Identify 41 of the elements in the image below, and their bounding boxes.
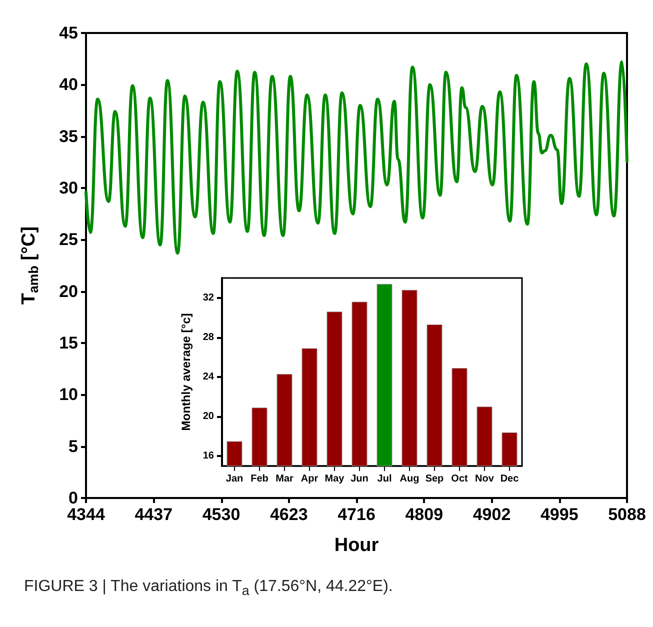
- y-tick-label: 28: [202, 332, 214, 343]
- y-tick-label: 45: [59, 24, 78, 42]
- x-tick-label: Nov: [475, 474, 494, 484]
- x-tick-label: 4716: [338, 505, 376, 524]
- x-tick-label: 4437: [134, 505, 173, 524]
- y-axis-title: Monthly average [°c]: [178, 313, 193, 431]
- x-tick-label: Jul: [377, 474, 392, 484]
- x-tick-label: Dec: [500, 474, 520, 484]
- y-tick-label: 20: [59, 282, 78, 301]
- x-tick-label: Jun: [350, 474, 368, 484]
- y-tick-label: 10: [59, 385, 78, 404]
- x-tick-label: 4995: [540, 505, 578, 524]
- y-tick-label: 40: [59, 75, 78, 94]
- y-tick-label: 15: [59, 334, 78, 352]
- y-tick-label: 30: [59, 178, 78, 198]
- x-tick-label: 4530: [202, 505, 240, 524]
- caption: FIGURE 3 | The variations in T$_{a}$ (17.56°N, 44.22°E).: [24, 578, 393, 598]
- y-tick-label: 20: [202, 411, 214, 422]
- x-tick-label: Oct: [451, 474, 469, 484]
- x-tick-label: Aug: [400, 474, 420, 484]
- x-tick-label: Mar: [276, 474, 294, 484]
- y-tick-label: 16: [202, 450, 214, 462]
- x-tick-label: 4902: [472, 505, 511, 524]
- x-tick-label: May: [324, 474, 345, 484]
- y-tick-label: 35: [59, 126, 78, 146]
- x-tick-label: Feb: [250, 474, 268, 484]
- x-tick-label: 5088: [608, 505, 646, 524]
- x-tick-label: Jan: [226, 474, 244, 484]
- x-tick-label: 4623: [270, 505, 308, 524]
- y-tick-label: 25: [59, 230, 78, 250]
- y-tick-label: 0: [68, 488, 78, 508]
- y-tick-label: 24: [202, 371, 214, 382]
- line-series: [84, 60, 628, 255]
- y-axis-title: Tamb [°C]: [18, 226, 41, 305]
- x-tick-label: Sep: [425, 474, 444, 484]
- x-tick-label: 4344: [67, 505, 106, 524]
- x-tick-label: Apr: [300, 474, 318, 484]
- x-axis-title: Hour: [334, 535, 380, 556]
- x-tick-label: 4809: [405, 505, 444, 524]
- y-tick-label: 5: [68, 436, 78, 456]
- y-tick-label: 32: [202, 292, 214, 304]
